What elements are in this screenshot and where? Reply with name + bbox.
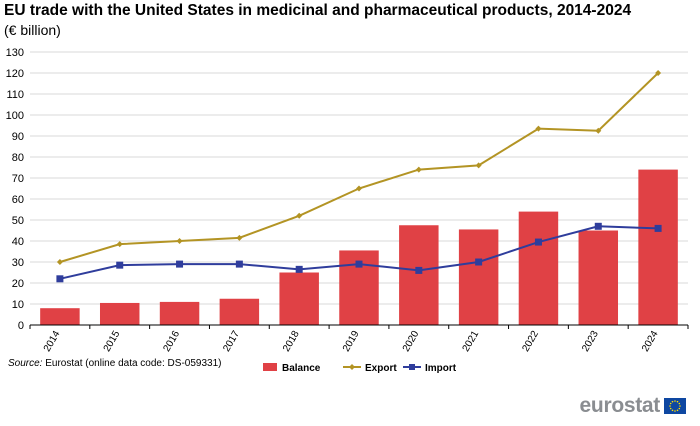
legend-swatch-balance xyxy=(263,363,277,371)
logo-text: eurostat xyxy=(579,394,661,417)
chart-subtitle: (€ billion) xyxy=(4,22,61,38)
export-point xyxy=(475,162,482,169)
y-tick-label: 0 xyxy=(18,320,24,332)
import-point xyxy=(594,222,602,230)
balance-bar xyxy=(99,302,140,325)
x-tick-label: 2016 xyxy=(161,329,182,354)
import-point xyxy=(235,260,243,268)
y-tick-label: 40 xyxy=(12,236,24,248)
x-tick-label: 2021 xyxy=(461,329,482,354)
y-tick-label: 90 xyxy=(12,131,24,143)
legend-label-balance: Balance xyxy=(282,363,321,374)
x-tick-label: 2019 xyxy=(341,329,362,354)
y-tick-label: 130 xyxy=(6,47,24,59)
export-point xyxy=(236,234,243,241)
export-point xyxy=(535,125,542,132)
balance-bar xyxy=(399,225,439,325)
x-tick-label: 2022 xyxy=(520,329,541,354)
x-tick-label: 2014 xyxy=(42,329,63,354)
balance-bar xyxy=(518,211,559,325)
source-note: Source: Eurostat (online data code: DS-0… xyxy=(8,358,221,369)
y-tick-label: 20 xyxy=(12,278,24,290)
y-tick-label: 80 xyxy=(12,152,24,164)
import-point xyxy=(295,265,303,273)
import-point xyxy=(355,260,363,268)
import-point xyxy=(56,275,64,283)
y-tick-label: 110 xyxy=(6,89,24,101)
balance-bar xyxy=(638,169,678,325)
chart-title: EU trade with the United States in medic… xyxy=(4,2,632,19)
chart-canvas: 0 10 20 30 40 50 60 70 80 90 100 110 120 130 2014 2015 2… xyxy=(6,47,689,374)
x-tick-label: 2017 xyxy=(221,329,242,354)
legend-marker-import xyxy=(409,364,415,370)
y-tick-label: 100 xyxy=(6,110,24,122)
export-point xyxy=(296,212,303,219)
legend-label-export: Export xyxy=(365,363,397,374)
eu-flag-icon xyxy=(664,398,686,414)
export-point xyxy=(655,70,662,76)
balance-bar xyxy=(458,229,499,325)
export-point xyxy=(176,238,183,244)
x-tick-label: 2015 xyxy=(102,329,123,354)
export-point xyxy=(415,166,422,173)
balance-bar xyxy=(578,230,619,325)
balance-bar xyxy=(159,301,200,325)
y-tick-label: 10 xyxy=(12,299,24,311)
export-point xyxy=(356,185,362,192)
import-point xyxy=(654,224,662,232)
export-point xyxy=(56,259,63,265)
y-tick-label: 70 xyxy=(12,173,24,185)
y-tick-label: 60 xyxy=(12,194,24,206)
x-tick-label: 2018 xyxy=(281,329,302,354)
eurostat-logo: eurostat xyxy=(580,394,686,418)
import-point xyxy=(176,260,184,268)
y-tick-label: 30 xyxy=(12,257,24,269)
source-label: Source: xyxy=(8,358,43,369)
export-point xyxy=(595,127,602,134)
x-tick-label: 2020 xyxy=(401,329,422,354)
import-point xyxy=(534,238,542,246)
import-point xyxy=(475,258,483,266)
legend-label-import: Import xyxy=(425,363,457,374)
y-tick-label: 120 xyxy=(6,68,24,80)
y-tick-label: 50 xyxy=(12,215,24,227)
export-point xyxy=(116,241,123,248)
import-point xyxy=(415,266,423,274)
balance-bar xyxy=(40,308,80,325)
x-tick-label: 2024 xyxy=(640,329,661,354)
balance-bar xyxy=(219,298,260,325)
legend-marker-export xyxy=(349,364,355,370)
x-tick-label: 2023 xyxy=(580,329,601,354)
import-point xyxy=(116,261,124,269)
balance-bar xyxy=(279,272,319,325)
source-text: Eurostat (online data code: DS-059331) xyxy=(45,358,222,369)
